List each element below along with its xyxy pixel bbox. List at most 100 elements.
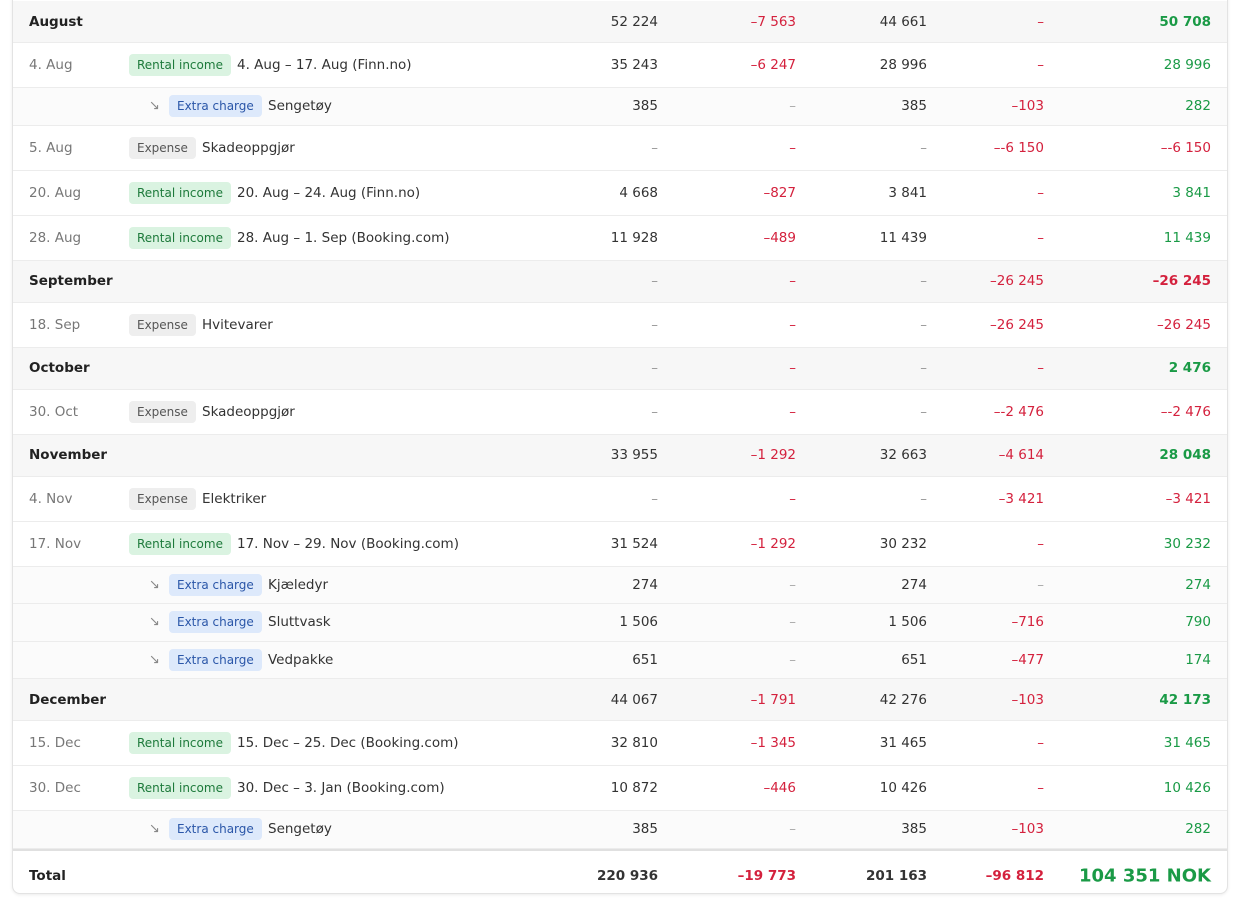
value-cell: – [789,821,796,838]
value-cell: 44 661 [879,13,927,30]
value-cell: –3 421 [1165,490,1211,507]
value-cell: –26 245 [990,316,1044,333]
tag: Extra charge [169,95,262,118]
description: Elektriker [202,490,267,507]
value-cell: –1 791 [750,691,796,708]
value-cell: – [1037,229,1044,246]
extra-row: ↘ Extra charge Kjæledyr 274 – 274 – 274 [13,566,1227,604]
tag: Extra charge [169,648,262,671]
value-cell: – [789,316,796,333]
value-cell: – [789,614,796,631]
value-cell: –716 [1011,614,1044,631]
value-cell: 1 506 [888,614,927,631]
value-cell: –-6 150 [993,139,1044,156]
value-cell: –827 [763,184,796,201]
value-cell: – [651,273,658,289]
date: 4. Aug [29,57,73,73]
value-cell: 30 232 [1163,535,1211,552]
entry-row: 18. Sep Expense Hvitevarer – – – –26 245 –26 24… [13,303,1227,348]
value-cell: 201 163 [865,867,927,884]
value-cell: 42 173 [1159,691,1211,708]
date: 28. Aug [29,229,82,246]
date: 18. Sep [29,316,81,333]
entry-row: 30. Dec Rental income 30. Dec – 3. Jan (Bo… [13,766,1227,811]
value-cell: –3 421 [998,490,1044,507]
value-cell: –7 563 [750,13,796,30]
extra-row: ↘ Extra charge Vedpakke 651 – 651 –477 174 [13,641,1227,679]
value-cell: 32 663 [879,447,927,463]
value-cell: 28 996 [1163,57,1211,73]
value-cell: – [1037,735,1044,751]
value-cell: 11 439 [1163,229,1211,246]
value-cell: 104 351 NOK [1079,865,1211,886]
value-cell: –489 [763,229,796,246]
value-cell: – [1037,184,1044,201]
description: Hvitevarer [202,316,273,333]
value-cell: 32 810 [610,735,658,751]
month-label: December [29,691,107,708]
value-cell: 220 936 [596,867,658,884]
value-cell: 10 426 [1163,780,1211,796]
entry-row: 15. Dec Rental income 15. Dec – 25. Dec (B… [13,721,1227,766]
date: 30. Oct [29,403,79,420]
value-cell: –446 [763,780,796,796]
value-cell: – [789,139,796,156]
description: Sengetøy [268,821,332,838]
value-cell: –26 245 [1152,273,1211,289]
month-label: November [29,447,108,463]
entry-row: 5. Aug Expense Skadeoppgjør – – – –-6 150 –-6 1… [13,126,1227,171]
date: 17. Nov [29,535,82,552]
entry-row: 17. Nov Rental income 17. Nov – 29. Nov (B… [13,522,1227,567]
value-cell: 31 524 [610,535,658,552]
value-cell: –-2 476 [1160,403,1211,420]
value-cell: –-2 476 [993,403,1044,420]
description: Sluttvask [268,614,331,631]
month-label: September [29,273,113,289]
value-cell: 31 465 [1163,735,1211,751]
value-cell: 35 243 [610,57,658,73]
arrow-icon: ↘ [149,577,160,593]
description: Kjæledyr [268,576,329,593]
tag: Extra charge [169,611,262,634]
month-row: September – – – –26 245 –26 245 [13,260,1227,303]
date: 4. Nov [29,490,73,507]
tag: Rental income [129,181,231,204]
arrow-icon: ↘ [149,98,160,114]
value-cell: – [1037,13,1044,30]
tag: Expense [129,487,196,510]
tag: Rental income [129,532,231,555]
description: 17. Nov – 29. Nov (Booking.com) [237,535,459,552]
description: 15. Dec – 25. Dec (Booking.com) [237,735,459,751]
value-cell: – [789,98,796,115]
tag: Rental income [129,54,231,76]
value-cell: 10 872 [610,780,658,796]
value-cell: –1 292 [750,447,796,463]
value-cell: –477 [1011,651,1044,668]
value-cell: – [789,273,796,289]
value-cell: – [1037,576,1044,593]
value-cell: 651 [901,651,927,668]
value-cell: –26 245 [1157,316,1211,333]
value-cell: 385 [632,98,658,115]
description: Skadeoppgjør [202,139,295,156]
value-cell: –4 614 [998,447,1044,463]
entry-row: 28. Aug Rental income 28. Aug – 1. Sep (Bo… [13,216,1227,261]
month-label: August [29,13,83,30]
description: Sengetøy [268,98,332,115]
value-cell: – [920,360,927,376]
tag: Extra charge [169,818,262,841]
extra-row: ↘ Extra charge Sluttvask 1 506 – 1 506 –716 790 [13,604,1227,642]
value-cell: 385 [901,821,927,838]
value-cell: –103 [1011,98,1044,115]
arrow-icon: ↘ [149,821,160,837]
tag: Extra charge [169,573,262,596]
value-cell: – [651,316,658,333]
month-row: August 52 224 –7 563 44 661 – 50 708 [13,1,1227,43]
value-cell: – [789,403,796,420]
value-cell: – [651,139,658,156]
tag: Expense [129,400,196,423]
description: Vedpakke [268,651,334,668]
entry-row: 4. Aug Rental income 4. Aug – 17. Aug (Fin… [13,43,1227,88]
value-cell: – [920,273,927,289]
value-cell: –1 292 [750,535,796,552]
